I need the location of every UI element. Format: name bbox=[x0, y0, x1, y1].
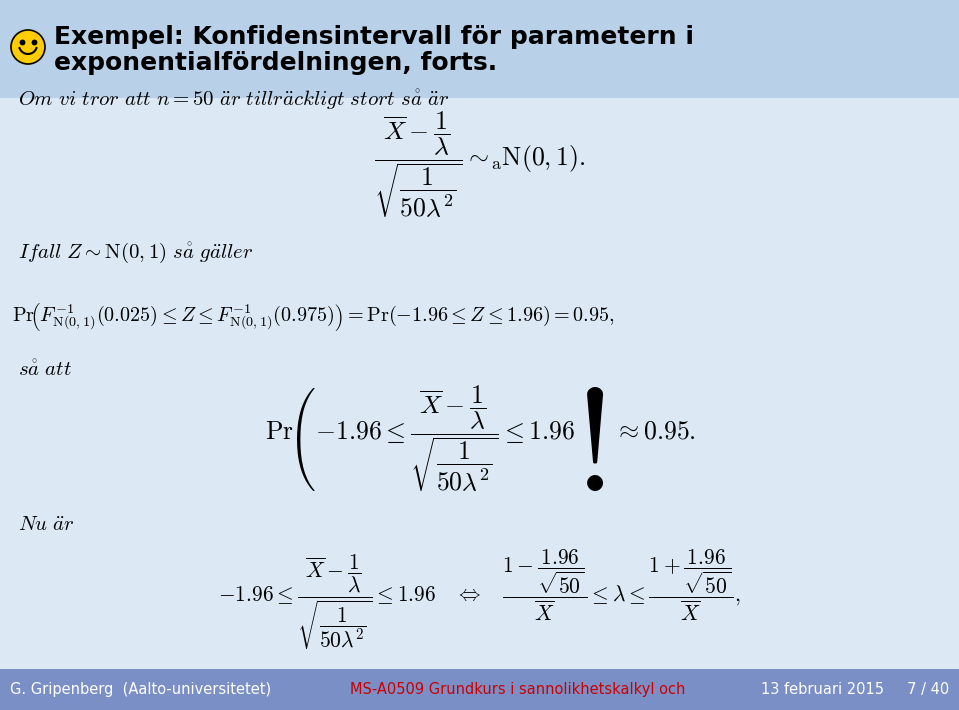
Text: MS-A0509 Grundkurs i sannolikhetskalkyl och: MS-A0509 Grundkurs i sannolikhetskalkyl … bbox=[350, 682, 686, 697]
Text: $\mathit{Ifall}\ Z \sim \mathrm{N}(0,1)\ \mathit{s\mathring{a}\ g\ddot{a}ller}$: $\mathit{Ifall}\ Z \sim \mathrm{N}(0,1)\… bbox=[18, 241, 253, 265]
Text: G. Gripenberg  (Aalto-universitetet): G. Gripenberg (Aalto-universitetet) bbox=[10, 682, 271, 697]
Text: $\mathit{s\mathring{a}\ att}$: $\mathit{s\mathring{a}\ att}$ bbox=[18, 360, 72, 380]
Text: $\dfrac{\overline{X} - \dfrac{1}{\lambda}}{\sqrt{\dfrac{1}{50\lambda^2}}} \sim_{: $\dfrac{\overline{X} - \dfrac{1}{\lambda… bbox=[374, 110, 586, 220]
Bar bbox=[0, 669, 959, 710]
Circle shape bbox=[11, 30, 45, 64]
Text: $\mathit{Om\ vi\ tror\ att}\ n = 50\ \mathit{\ddot{a}r\ tillr\ddot{a}ckligt\ sto: $\mathit{Om\ vi\ tror\ att}\ n = 50\ \ma… bbox=[18, 88, 449, 112]
Text: $\mathrm{Pr}\!\left( F_{\mathrm{N}(0,1)}^{-1}(0.025) \leq Z \leq F_{\mathrm{N}(0: $\mathrm{Pr}\!\left( F_{\mathrm{N}(0,1)}… bbox=[12, 301, 615, 333]
Text: 13 februari 2015     7 / 40: 13 februari 2015 7 / 40 bbox=[760, 682, 949, 697]
Bar bbox=[0, 0, 959, 98]
Text: $\mathrm{Pr}\!\left( -1.96 \leq \dfrac{\overline{X} - \dfrac{1}{\lambda}}{\sqrt{: $\mathrm{Pr}\!\left( -1.96 \leq \dfrac{\… bbox=[265, 383, 695, 494]
Text: $-1.96 \leq \dfrac{\overline{X} - \dfrac{1}{\lambda}}{\sqrt{\dfrac{1}{50\lambda^: $-1.96 \leq \dfrac{\overline{X} - \dfrac… bbox=[218, 548, 740, 652]
Text: $\mathit{Nu\ \ddot{a}r}$: $\mathit{Nu\ \ddot{a}r}$ bbox=[18, 515, 75, 535]
Text: exponentialfördelningen, forts.: exponentialfördelningen, forts. bbox=[54, 51, 497, 75]
Text: Exempel: Konfidensintervall för parametern i: Exempel: Konfidensintervall för paramete… bbox=[54, 25, 694, 49]
